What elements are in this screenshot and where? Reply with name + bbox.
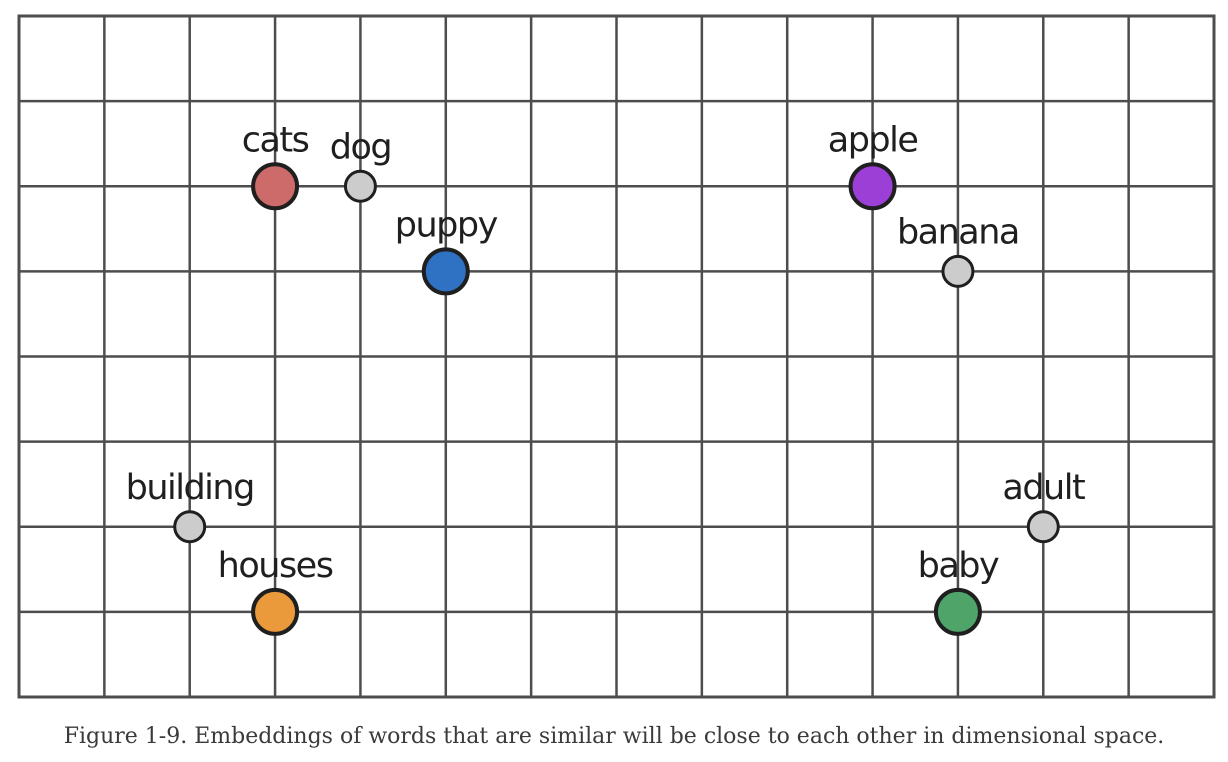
word-marker <box>941 254 975 288</box>
word-label: baby <box>918 546 999 586</box>
word-point-dog: dog <box>330 127 393 203</box>
word-point-building: building <box>126 468 255 544</box>
word-point-baby: baby <box>918 546 1001 636</box>
word-marker <box>173 510 207 544</box>
word-marker <box>421 247 470 296</box>
word-label: dog <box>330 127 391 167</box>
word-point-puppy: puppy <box>395 205 499 296</box>
word-point-banana: banana <box>897 212 1020 288</box>
figure-caption: Figure 1-9. Embeddings of words that are… <box>63 724 1165 749</box>
word-marker <box>251 162 300 211</box>
word-label: puppy <box>395 205 498 245</box>
word-label: apple <box>828 120 918 160</box>
word-label: cats <box>242 120 309 160</box>
word-point-adult: adult <box>1002 468 1086 544</box>
word-point-houses: houses <box>218 546 334 636</box>
word-marker <box>1026 510 1060 544</box>
word-marker <box>848 162 897 211</box>
grid <box>17 14 1216 699</box>
word-label: building <box>126 468 254 508</box>
word-marker <box>343 169 377 203</box>
word-marker <box>933 587 982 636</box>
word-marker <box>251 587 300 636</box>
word-label: houses <box>218 546 333 586</box>
word-label: adult <box>1002 468 1085 508</box>
word-point-apple: apple <box>828 120 919 211</box>
word-label: banana <box>897 212 1019 252</box>
word-point-cats: cats <box>242 120 310 211</box>
